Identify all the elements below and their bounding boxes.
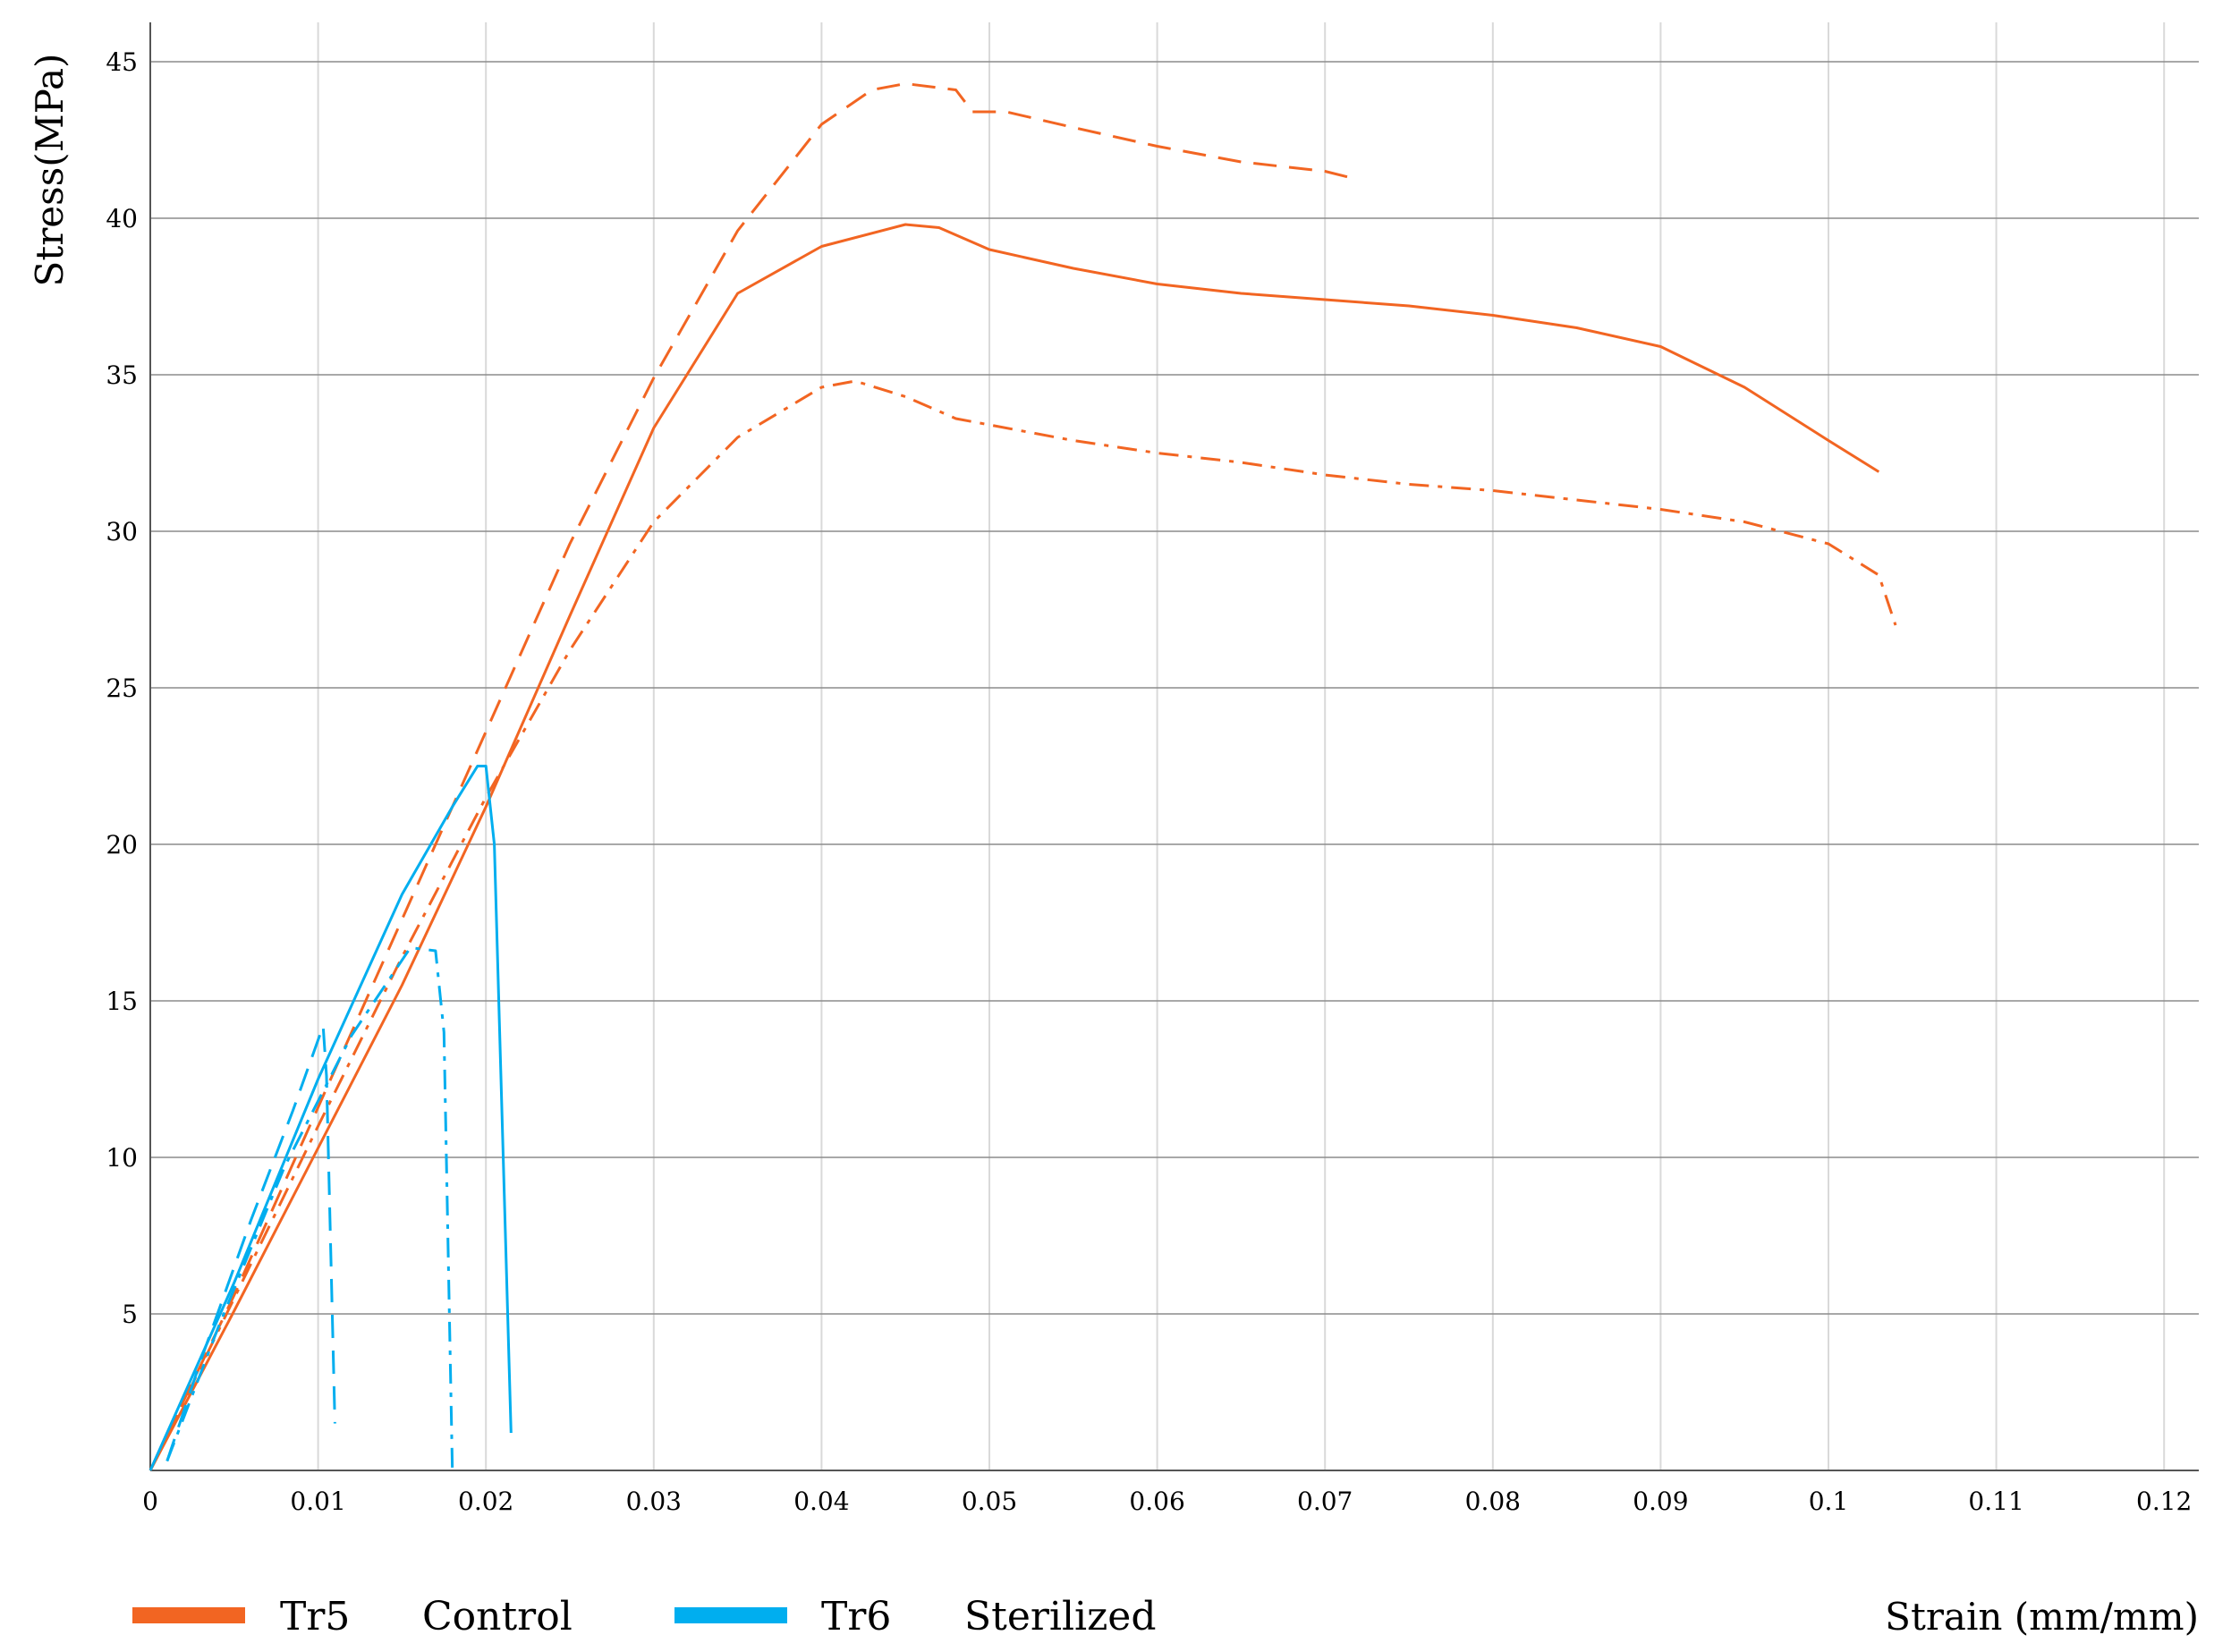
y-tick-label: 35 [106,360,138,390]
legend: Tr5 Control Tr6 Sterilized [132,1594,1157,1639]
y-tick-label: 10 [106,1143,138,1173]
y-tick-label: 40 [106,204,138,233]
x-tick-label: 0.01 [290,1487,345,1516]
x-tick-label: 0.05 [962,1487,1017,1516]
axes [149,22,2199,1471]
series-lines [148,82,1897,1471]
x-axis-label: Strain (mm/mm) [1885,1595,2199,1639]
x-tick-labels: 0 0.01 0.02 0.03 0.04 0.05 0.06 0.07 0.08 0.09 0.1… [142,1487,2192,1516]
legend-label-tr6: Sterilized [964,1594,1157,1639]
legend-label-tr5: Control [422,1594,573,1639]
y-tick-label: 25 [106,674,138,703]
series-line-tr6-solid [148,765,513,1471]
x-tick-label: 0.1 [1809,1487,1849,1516]
y-tick-label: 5 [122,1300,138,1329]
series-line-tr5-dashdot [148,379,1897,1471]
x-tick-label: 0.04 [793,1487,849,1516]
x-tick-label: 0 [142,1487,158,1516]
y-tick-label: 45 [106,47,138,77]
y-tick-labels: 5 10 15 20 25 30 35 40 45 [106,47,138,1329]
y-axis-label: Stress(MPa) [28,54,72,287]
y-tick-label: 20 [106,830,138,860]
x-tick-label: 0.02 [458,1487,513,1516]
x-tick-label: 0.03 [626,1487,682,1516]
series-line-tr5-solid [148,223,1880,1471]
x-tick-label: 0.08 [1465,1487,1521,1516]
series-line-tr5-dashed [148,82,1351,1471]
y-tick-label: 15 [106,987,138,1016]
legend-name-tr6: Tr6 [821,1594,891,1639]
x-tick-label: 0.12 [2136,1487,2192,1516]
legend-swatch-tr6 [674,1607,787,1623]
legend-swatch-tr5 [132,1607,245,1623]
x-tick-label: 0.09 [1633,1487,1688,1516]
x-tick-label: 0.06 [1129,1487,1184,1516]
series-line-tr6-dashdot [165,946,454,1471]
legend-name-tr5: Tr5 [280,1594,350,1639]
x-tick-label: 0.07 [1297,1487,1353,1516]
y-tick-label: 30 [106,517,138,546]
x-tick-label: 0.11 [1968,1487,2023,1516]
series-line-tr6-dashed [165,1024,336,1461]
grid-lines [150,22,2199,1470]
